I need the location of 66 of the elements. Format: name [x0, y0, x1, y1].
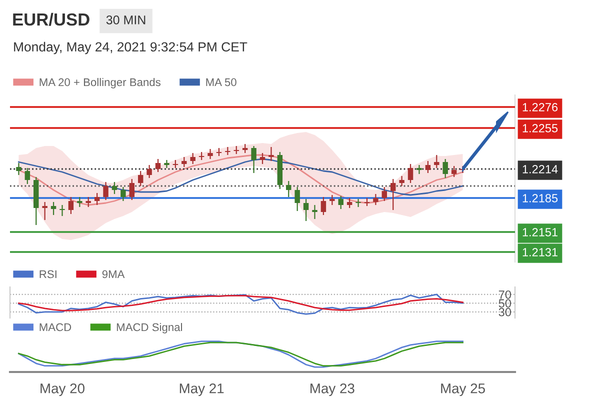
legend-label: MACD Signal	[116, 322, 182, 334]
candlestick	[434, 154, 440, 169]
candlestick	[112, 181, 118, 195]
y-tick-label: 70	[498, 290, 512, 299]
candlestick	[120, 186, 126, 202]
candlestick	[320, 196, 326, 216]
candlestick	[138, 170, 144, 187]
candlestick	[146, 164, 152, 179]
legend-label: MACD	[40, 323, 72, 332]
line-series	[18, 294, 464, 315]
y-tick-label: 1.2276	[522, 103, 558, 112]
candlestick	[77, 196, 82, 208]
y-tick-label: 50	[498, 299, 512, 308]
y-tick-label: 1.2185	[522, 194, 558, 202]
candlestick	[251, 145, 256, 174]
candlestick	[182, 156, 187, 168]
y-tick-label: 30	[498, 308, 512, 316]
candlestick	[294, 186, 300, 212]
y-tick-label: 1.2214	[522, 165, 558, 174]
candlestick	[390, 178, 396, 211]
candlestick	[286, 180, 292, 198]
candlestick	[164, 159, 170, 169]
y-tick-label: 1.2131	[522, 248, 558, 256]
x-tick-label: May 25	[441, 383, 485, 396]
legend-label: RSI	[40, 270, 56, 278]
candlestick	[312, 204, 318, 220]
candlestick	[68, 196, 74, 215]
line-series	[18, 295, 464, 312]
candlestick	[208, 148, 213, 160]
candlestick	[155, 158, 161, 173]
candlestick	[451, 165, 457, 178]
candlestick	[425, 160, 431, 174]
candlestick	[399, 175, 404, 187]
candlestick	[16, 162, 22, 176]
chart-subtitle: 30 MIN	[106, 16, 146, 24]
candlestick	[268, 146, 274, 162]
candlestick	[330, 194, 335, 206]
legend-label: MA 20 + Bollinger Bands	[40, 78, 160, 88]
x-tick-label: May 21	[180, 383, 224, 396]
candlestick	[338, 195, 344, 210]
candlestick	[50, 201, 56, 216]
legend-label: 9MA	[102, 270, 125, 278]
chart-title: EUR/USD	[13, 12, 90, 26]
candlestick	[94, 192, 100, 206]
candlestick	[260, 152, 266, 165]
candlestick	[416, 164, 422, 175]
candlestick	[382, 186, 388, 202]
candlestick	[346, 197, 352, 209]
candlestick	[103, 181, 108, 201]
candlestick	[60, 204, 65, 217]
candlestick	[86, 196, 91, 208]
candlestick	[42, 201, 48, 221]
candlestick	[442, 158, 448, 179]
x-tick-label: May 23	[310, 383, 354, 396]
text: Monday, May 24, 2021 9:32:54 PM CET	[14, 42, 248, 54]
candlestick	[303, 198, 309, 222]
candlestick	[24, 167, 30, 185]
candlestick	[373, 193, 378, 206]
candlestick	[408, 163, 414, 184]
y-tick-label: 1.2151	[522, 228, 558, 236]
y-tick-label: 1.2255	[522, 124, 558, 132]
legend-label: MA 50	[206, 78, 236, 86]
candlestick	[129, 178, 135, 201]
candlestick	[190, 152, 196, 165]
candlestick	[356, 198, 361, 208]
x-tick-label: May 20	[40, 383, 84, 396]
